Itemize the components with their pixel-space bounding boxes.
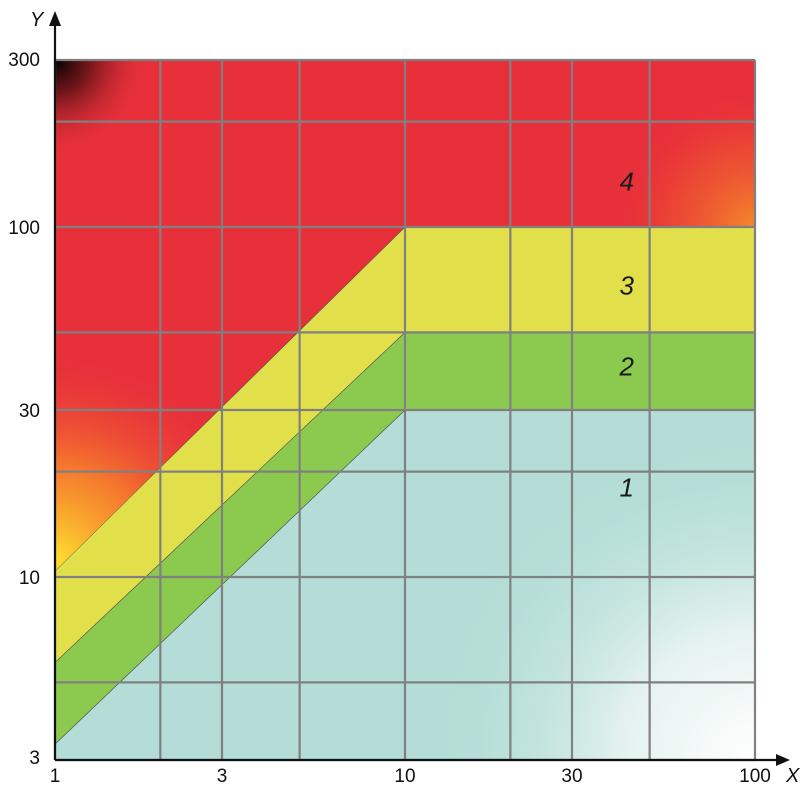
y-axis-arrow xyxy=(49,11,61,26)
x-axis-title: X xyxy=(785,765,800,785)
grid-layer xyxy=(53,58,757,762)
x-tick-label: 30 xyxy=(561,766,582,785)
zone-2-label: 2 xyxy=(618,351,634,381)
x-tick-label: 3 xyxy=(217,766,228,785)
zone-1-label: 1 xyxy=(619,473,633,503)
y-tick-label: 300 xyxy=(8,50,40,71)
y-axis-title: Y xyxy=(30,9,45,31)
zone-labels-layer: 1 2 3 4 xyxy=(618,166,634,502)
zone-3-label: 3 xyxy=(619,271,634,301)
x-tick-label: 10 xyxy=(394,766,415,785)
axes-layer: X Y xyxy=(30,9,800,785)
y-tick-label: 30 xyxy=(19,401,40,422)
x-tick-label: 1 xyxy=(50,766,61,785)
x-tick-label: 100 xyxy=(739,766,771,785)
y-tick-label: 10 xyxy=(19,568,40,589)
y-tick-label: 100 xyxy=(8,218,40,239)
y-tick-label: 3 xyxy=(29,748,40,769)
x-axis-arrow xyxy=(776,754,790,766)
zone-4-label: 4 xyxy=(619,166,633,196)
